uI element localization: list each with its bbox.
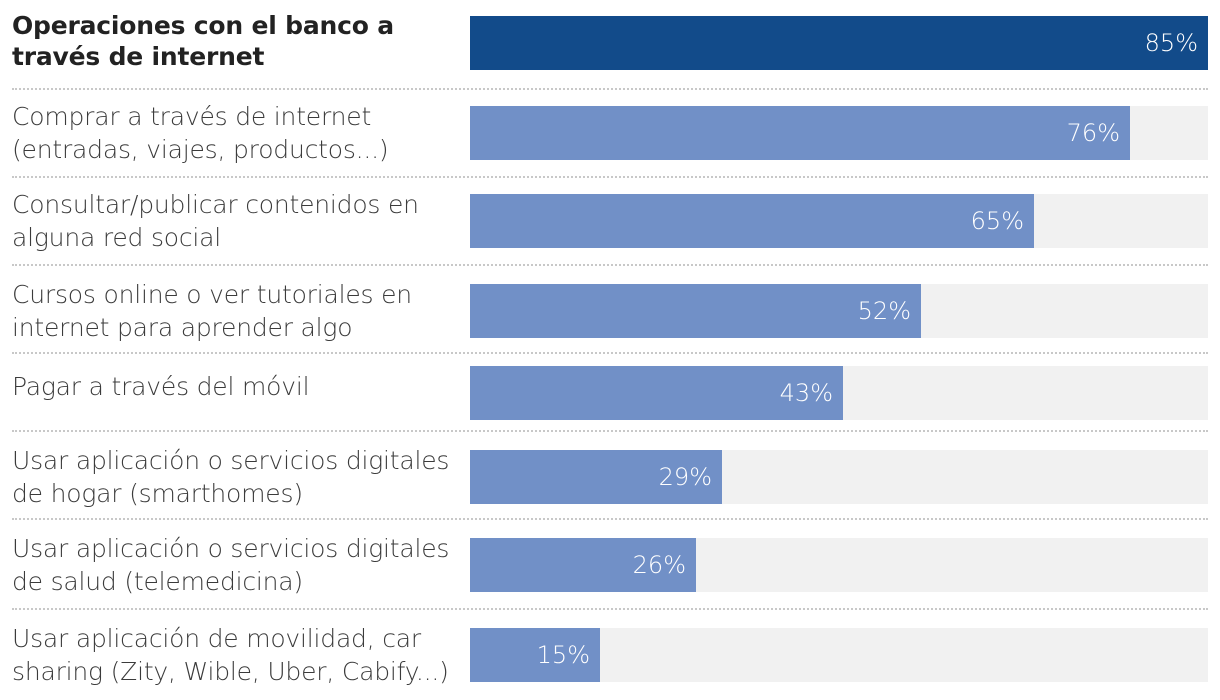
category-label: Cursos online o ver tutoriales en intern… (12, 280, 412, 342)
value-label: 26% (632, 551, 686, 579)
row-separator (12, 88, 1208, 90)
category-label: Usar aplicación o servicios digitales de… (12, 534, 450, 596)
bar: 15% (470, 628, 600, 682)
row-separator (12, 608, 1208, 610)
bar-track: 76% (470, 106, 1208, 160)
bar-track: 65% (470, 194, 1208, 248)
category-label: Usar aplicación de movilidad, car sharin… (12, 624, 449, 686)
bar-track: 52% (470, 284, 1208, 338)
row-separator (12, 518, 1208, 520)
bar-track: 15% (470, 628, 1208, 682)
row-separator (12, 430, 1208, 432)
row-separator (12, 176, 1208, 178)
value-label: 76% (1066, 119, 1120, 147)
value-label: 52% (857, 297, 911, 325)
category-label: Usar aplicación o servicios digitales de… (12, 446, 450, 508)
category-label: Pagar a través del móvil (12, 372, 310, 401)
value-label: 65% (970, 207, 1024, 235)
value-label: 43% (779, 379, 833, 407)
bar: 29% (470, 450, 722, 504)
bar-track: 85% (470, 16, 1208, 70)
value-label: 15% (536, 641, 590, 669)
bar-track: 43% (470, 366, 1208, 420)
category-label: Comprar a través de internet (entradas, … (12, 102, 389, 164)
value-label: 85% (1144, 29, 1198, 57)
bar: 85% (470, 16, 1208, 70)
category-label: Consultar/publicar contenidos en alguna … (12, 190, 419, 252)
row-separator (12, 352, 1208, 354)
bar: 43% (470, 366, 843, 420)
row-separator (12, 264, 1208, 266)
bar: 76% (470, 106, 1130, 160)
bar: 65% (470, 194, 1034, 248)
bar-track: 26% (470, 538, 1208, 592)
category-label: Operaciones con el banco a través de int… (12, 11, 394, 71)
bar: 26% (470, 538, 696, 592)
value-label: 29% (658, 463, 712, 491)
bar-track: 29% (470, 450, 1208, 504)
bar: 52% (470, 284, 921, 338)
